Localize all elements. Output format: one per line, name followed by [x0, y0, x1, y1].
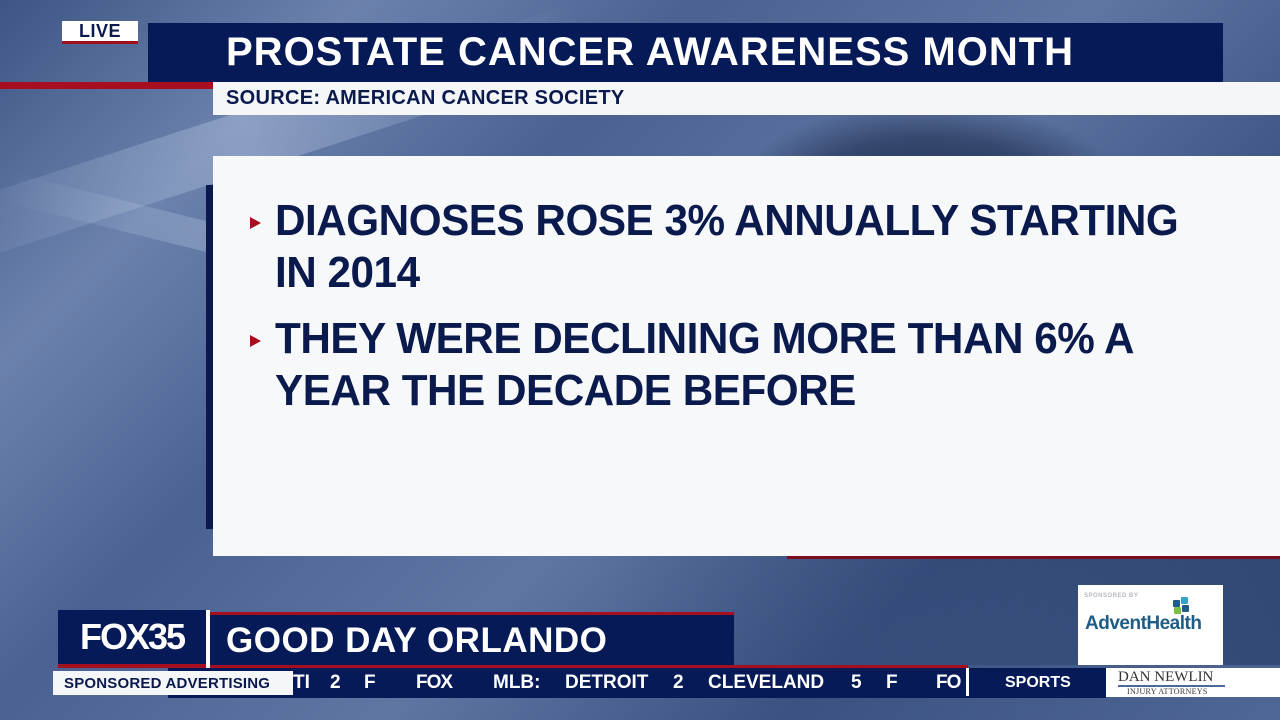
- sponsored-label-text: SPONSORED ADVERTISING: [64, 674, 271, 692]
- ticker-item: F: [886, 672, 898, 693]
- bullet-text: DIAGNOSES ROSE 3% ANNUALLY STARTING IN 2…: [275, 196, 1179, 297]
- fox-logo-icon: FO: [936, 672, 961, 693]
- ticker-item: 2: [330, 672, 341, 693]
- source-bar: SOURCE: AMERICAN CANCER SOCIETY: [213, 82, 1280, 115]
- ticker-sponsor-name: DAN NEWLIN: [1118, 669, 1214, 685]
- bullet-text: THEY WERE DECLINING MORE THAN 6% A YEAR …: [275, 314, 1133, 415]
- graphic-title-bar: PROSTATE CANCER AWARENESS MONTH: [148, 23, 1223, 82]
- news-ticker: TI 2 F FOX MLB: DETROIT 2 CLEVELAND 5 F …: [168, 668, 1106, 698]
- panel-accent-rule: [206, 185, 213, 529]
- bullet-item: DIAGNOSES ROSE 3% ANNUALLY STARTING IN 2…: [250, 195, 1240, 299]
- ticker-red-rule: [210, 665, 968, 668]
- show-name: GOOD DAY ORLANDO: [226, 620, 608, 660]
- ticker-item: CLEVELAND: [708, 672, 825, 693]
- content-panel: [213, 156, 1280, 556]
- sponsored-advertising-label: SPONSORED ADVERTISING: [53, 671, 293, 695]
- ticker-divider: [966, 668, 969, 696]
- sponsor-logo-text: AdventHealth: [1085, 613, 1202, 634]
- ticker-item: DETROIT: [565, 672, 649, 693]
- source-text: SOURCE: AMERICAN CANCER SOCIETY: [226, 87, 625, 109]
- ticker-item: 5: [851, 672, 862, 693]
- ticker-category: SPORTS: [1005, 674, 1071, 691]
- sponsor-caption: SPONSORED BY: [1084, 593, 1139, 599]
- bullet-list: DIAGNOSES ROSE 3% ANNUALLY STARTING IN 2…: [250, 195, 1240, 431]
- show-name-bar: GOOD DAY ORLANDO: [210, 612, 734, 666]
- ticker-item: 2: [673, 672, 684, 693]
- bullet-item: THEY WERE DECLINING MORE THAN 6% A YEAR …: [250, 313, 1240, 417]
- fox35-logo: FOX35: [58, 610, 206, 668]
- live-badge: LIVE: [62, 21, 138, 44]
- ticker-item: MLB:: [493, 672, 541, 693]
- ticker-item: TI: [293, 672, 310, 693]
- sponsor-box: SPONSORED BY AdventHealth: [1078, 585, 1223, 665]
- red-accent-rule: [0, 82, 214, 89]
- ticker-item: F: [364, 672, 376, 693]
- panel-bottom-rule: [787, 556, 1280, 559]
- graphic-title: PROSTATE CANCER AWARENESS MONTH: [226, 30, 1075, 74]
- ticker-sponsor-logo: DAN NEWLIN INJURY ATTORNEYS: [1106, 668, 1280, 697]
- ticker-sponsor-sub: INJURY ATTORNEYS: [1127, 687, 1208, 696]
- fox-logo-icon: FOX: [416, 672, 453, 693]
- bullet-arrow-icon: [250, 335, 261, 347]
- adventhealth-logo-icon: [1173, 597, 1191, 615]
- station-logo-text: FOX35: [79, 616, 186, 657]
- ticker-sponsor-rule: [1118, 685, 1225, 687]
- lower-third-divider: [206, 610, 210, 668]
- bullet-arrow-icon: [250, 217, 261, 229]
